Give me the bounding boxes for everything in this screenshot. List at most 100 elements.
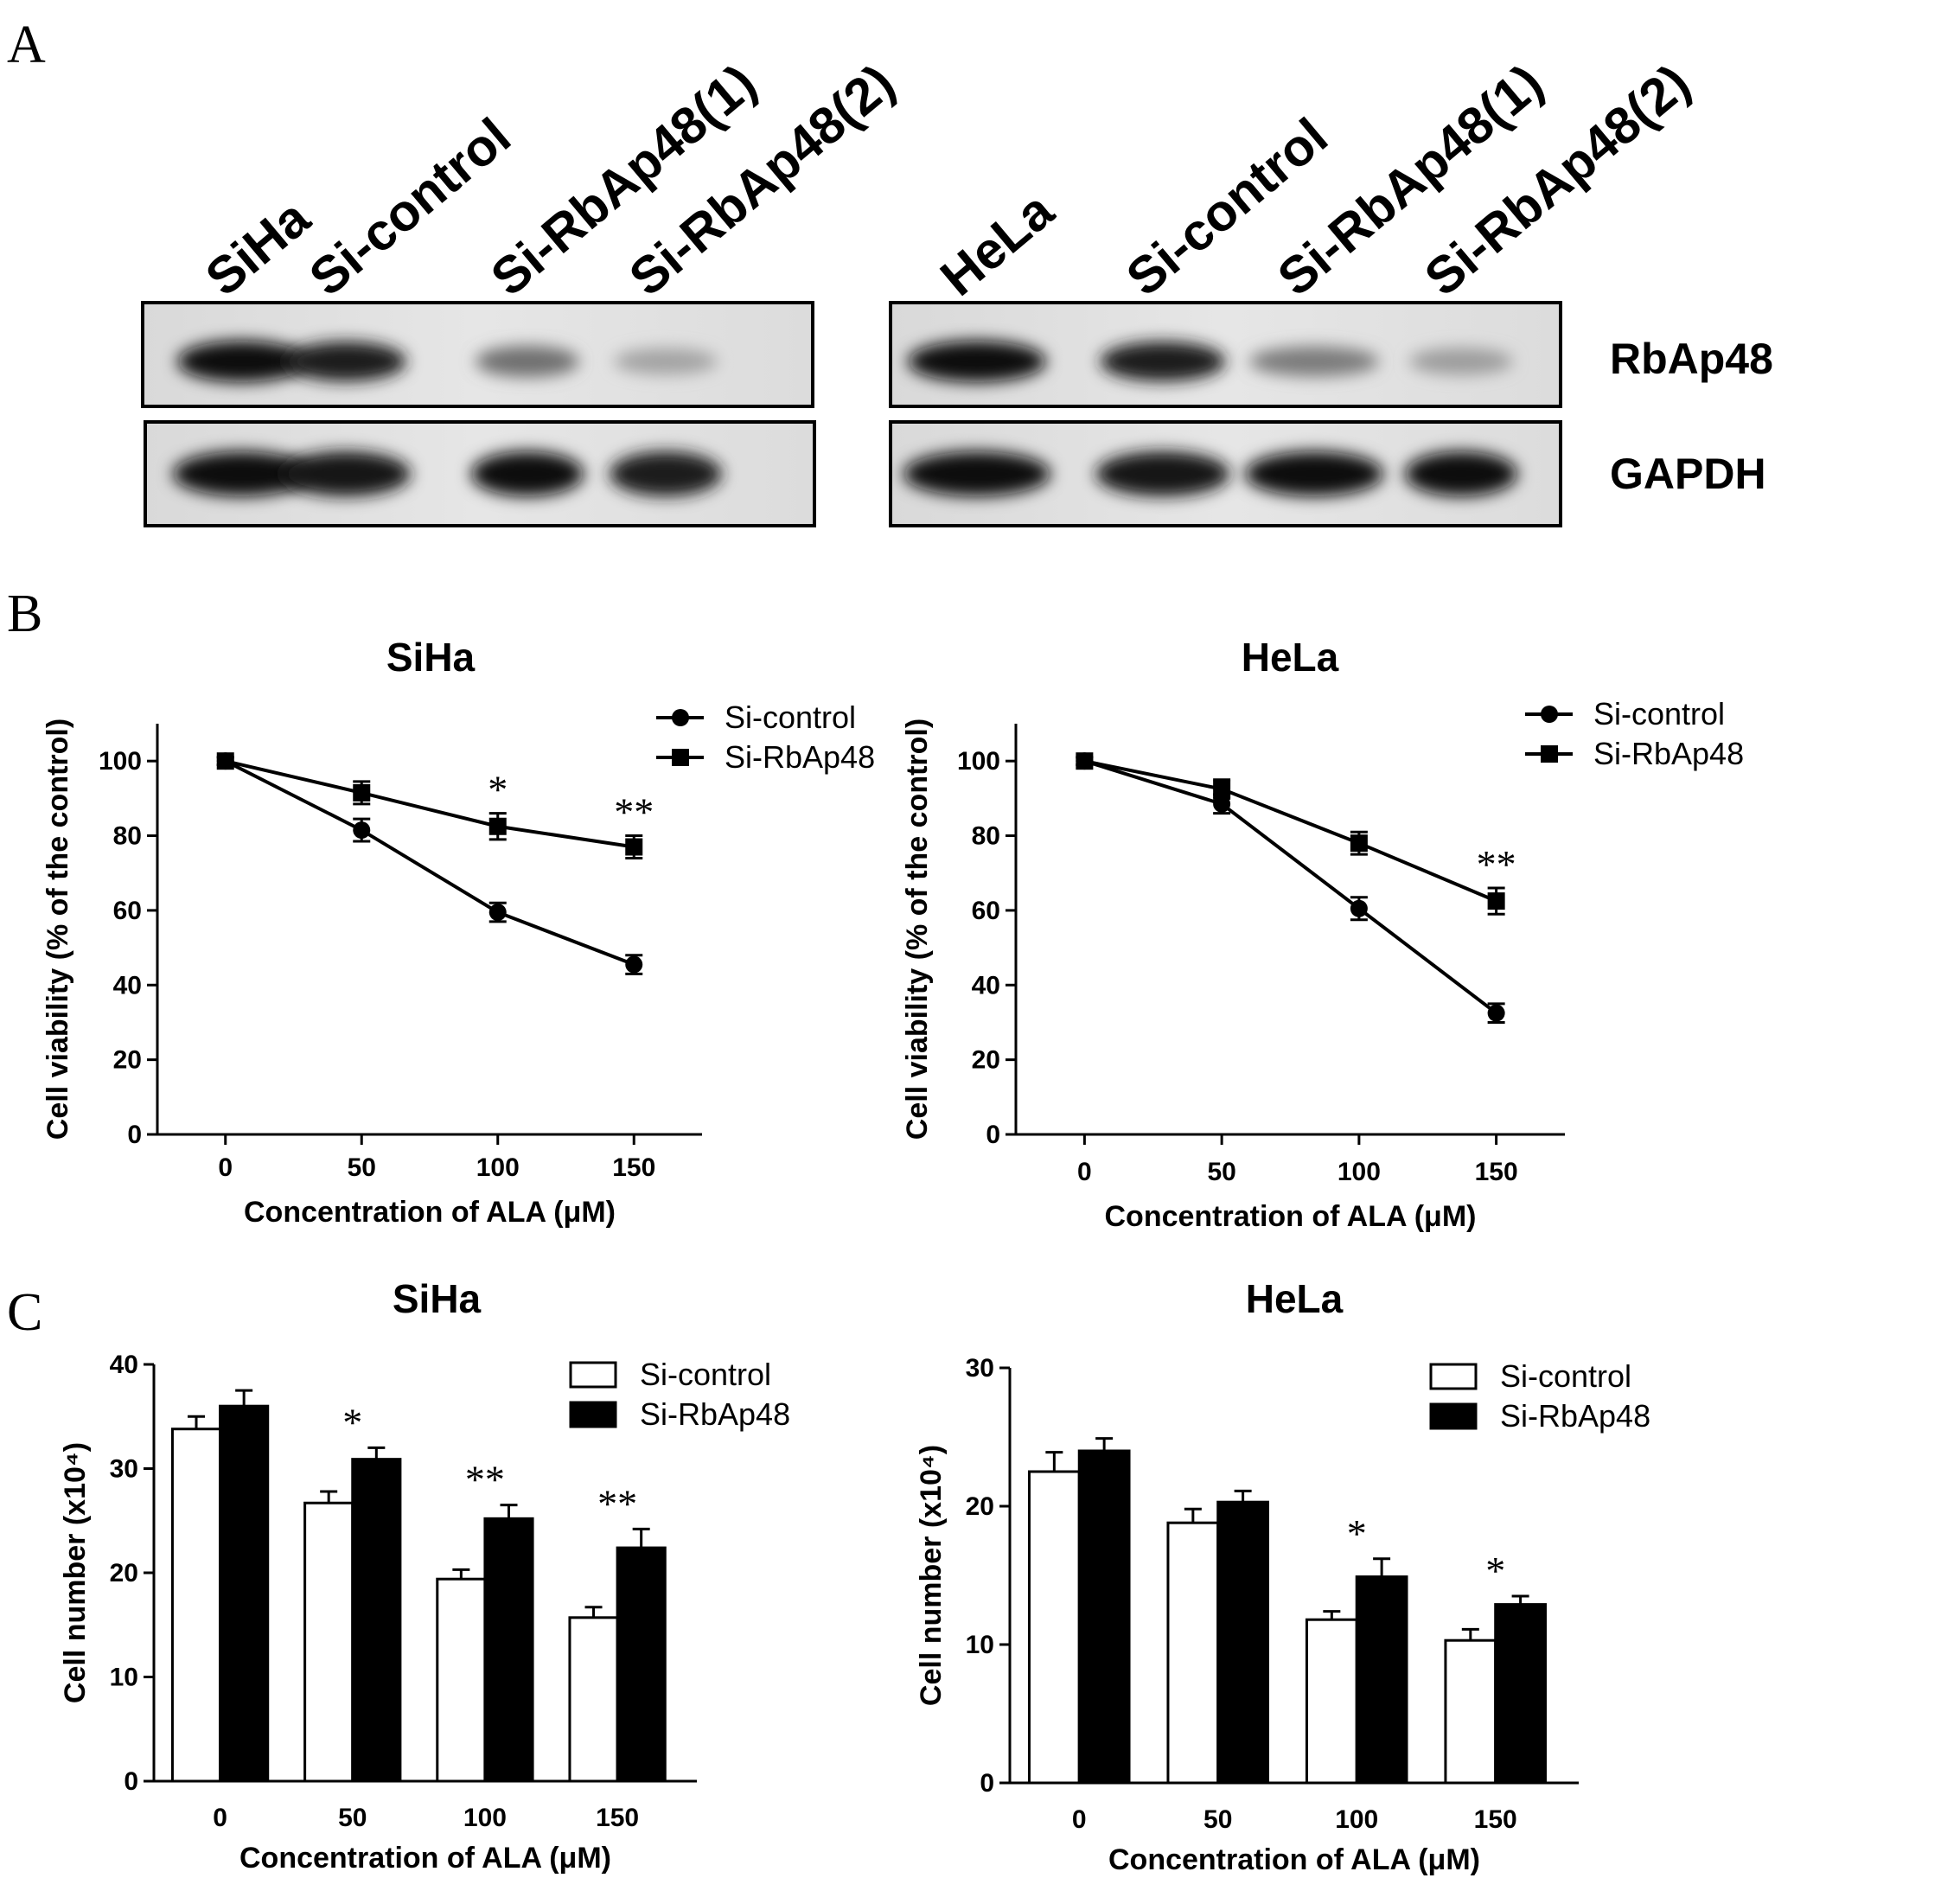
band-gapdh — [1095, 451, 1230, 496]
y-tick-label: 60 — [113, 897, 142, 925]
legend-label: Si-control — [1593, 696, 1725, 731]
legend-marker-circle — [672, 709, 689, 726]
significance-marker: ** — [614, 790, 654, 834]
significance-marker: ** — [1477, 842, 1516, 886]
legend-label: Si-control — [725, 699, 856, 735]
chart-c-siha-cell-number: SiHa 0 10 20 30 40 Cell number (x10⁴) Concentra… — [59, 1276, 790, 1875]
y-axis-title: Cell number (x10⁴) — [59, 1442, 92, 1703]
data-point-square — [625, 838, 643, 856]
data-point-square — [1487, 892, 1505, 910]
panel-letter-b: B — [7, 584, 42, 643]
x-tick-label: 0 — [1077, 1158, 1092, 1186]
x-tick-label: 150 — [596, 1804, 639, 1832]
significance-marker: * — [1485, 1549, 1505, 1593]
chart-c-hela-cell-number: HeLa 0 10 20 30 Cell number (x10⁴) Concentrati… — [915, 1276, 1650, 1876]
band-rbap48 — [1100, 342, 1226, 381]
x-tick-label: 100 — [1338, 1158, 1381, 1186]
x-tick-label: 150 — [1474, 1805, 1517, 1834]
x-axis-title: Concentration of ALA (μM) — [1108, 1843, 1480, 1876]
series-line-si-control — [224, 759, 635, 967]
band-rbap48 — [285, 342, 406, 381]
chart-title: SiHa — [393, 1276, 482, 1321]
data-point-circle — [625, 955, 643, 974]
x-tick-label: 0 — [213, 1804, 227, 1832]
legend-swatch — [1429, 1402, 1478, 1430]
lane-label: Si-RbAp48(2) — [1414, 53, 1701, 306]
data-point-square — [1076, 752, 1094, 770]
row-label-gapdh: GAPDH — [1610, 450, 1766, 498]
series-line-si-rbap48 — [225, 759, 635, 849]
y-tick-label: 0 — [986, 1121, 1000, 1149]
significance-marker: * — [342, 1400, 362, 1444]
y-axis-title: Cell viability (% of the control) — [41, 719, 74, 1140]
y-tick-label: 30 — [110, 1455, 138, 1484]
x-tick-label: 50 — [338, 1804, 367, 1832]
band-gapdh — [903, 451, 1050, 496]
y-tick-label: 80 — [972, 822, 1000, 851]
data-point-square — [488, 817, 507, 835]
x-tick-label: 150 — [612, 1153, 655, 1182]
legend-label: Si-control — [1500, 1358, 1631, 1394]
x-axis-title: Concentration of ALA (μM) — [239, 1842, 611, 1875]
y-tick-label: 100 — [99, 747, 142, 776]
legend-marker-circle — [1541, 706, 1558, 723]
bar-si-rbap48 — [1355, 1575, 1408, 1785]
band-gapdh — [471, 451, 584, 496]
x-tick-label: 50 — [1203, 1805, 1232, 1834]
panel-letter-a: A — [7, 16, 46, 74]
bar-si-rbap48 — [1216, 1500, 1270, 1785]
bar-si-control — [436, 1577, 487, 1783]
legend-label: Si-control — [640, 1357, 771, 1392]
y-tick-label: 0 — [980, 1769, 994, 1798]
data-point-square — [353, 783, 371, 802]
x-axis-title: Concentration of ALA (μM) — [1105, 1200, 1477, 1233]
significance-marker: * — [1347, 1511, 1367, 1555]
band-gapdh — [610, 451, 722, 496]
bar-si-control — [1305, 1618, 1358, 1785]
bar-si-control — [170, 1428, 222, 1783]
data-point-square — [1213, 780, 1231, 798]
bar-si-control — [1444, 1638, 1497, 1785]
legend-marker-square — [672, 749, 689, 766]
y-tick-label: 10 — [966, 1631, 994, 1659]
series-line-si-rbap48 — [1083, 759, 1497, 903]
y-tick-label: 20 — [966, 1492, 994, 1521]
chart-title: HeLa — [1246, 1276, 1344, 1321]
data-point-circle — [1350, 899, 1368, 917]
legend-label: Si-RbAp48 — [725, 739, 875, 775]
bar-si-rbap48 — [616, 1546, 667, 1783]
legend-swatch — [569, 1361, 617, 1389]
legend-label: Si-RbAp48 — [1500, 1398, 1650, 1434]
y-tick-label: 40 — [113, 971, 142, 1000]
lane-label: Si-RbAp48(1) — [1267, 53, 1554, 306]
significance-marker: ** — [465, 1458, 505, 1502]
x-tick-label: 100 — [476, 1153, 520, 1182]
bar-si-rbap48 — [351, 1458, 402, 1783]
band-rbap48 — [614, 348, 718, 375]
x-tick-label: 50 — [1207, 1158, 1235, 1186]
band-gapdh — [281, 451, 411, 496]
significance-marker: * — [488, 768, 508, 812]
chart-b-hela-viability: HeLa 0 20 40 60 80 100 Cell viability (% of the… — [901, 635, 1744, 1233]
x-tick-label: 100 — [1335, 1805, 1378, 1834]
band-rbap48 — [1249, 346, 1379, 377]
legend-marker-square — [1541, 745, 1558, 763]
legend-swatch — [569, 1401, 617, 1428]
lane-label: Si-control — [298, 107, 521, 307]
y-tick-label: 0 — [127, 1121, 142, 1149]
bar-si-control — [303, 1501, 354, 1783]
legend-label: Si-RbAp48 — [640, 1396, 790, 1432]
x-tick-label: 50 — [348, 1153, 376, 1182]
panel-letter-c: C — [7, 1283, 42, 1342]
bar-si-control — [1027, 1470, 1081, 1785]
data-point-circle — [488, 904, 507, 922]
y-tick-label: 10 — [110, 1664, 138, 1692]
lane-label: HeLa — [929, 181, 1064, 307]
y-tick-label: 20 — [972, 1046, 1000, 1075]
series-line-si-control — [1083, 759, 1497, 1015]
bar-si-control — [568, 1616, 619, 1783]
